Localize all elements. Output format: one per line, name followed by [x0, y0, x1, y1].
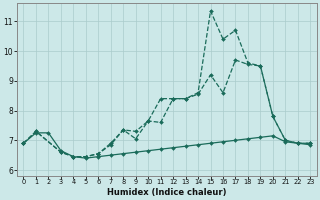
X-axis label: Humidex (Indice chaleur): Humidex (Indice chaleur) — [107, 188, 227, 197]
